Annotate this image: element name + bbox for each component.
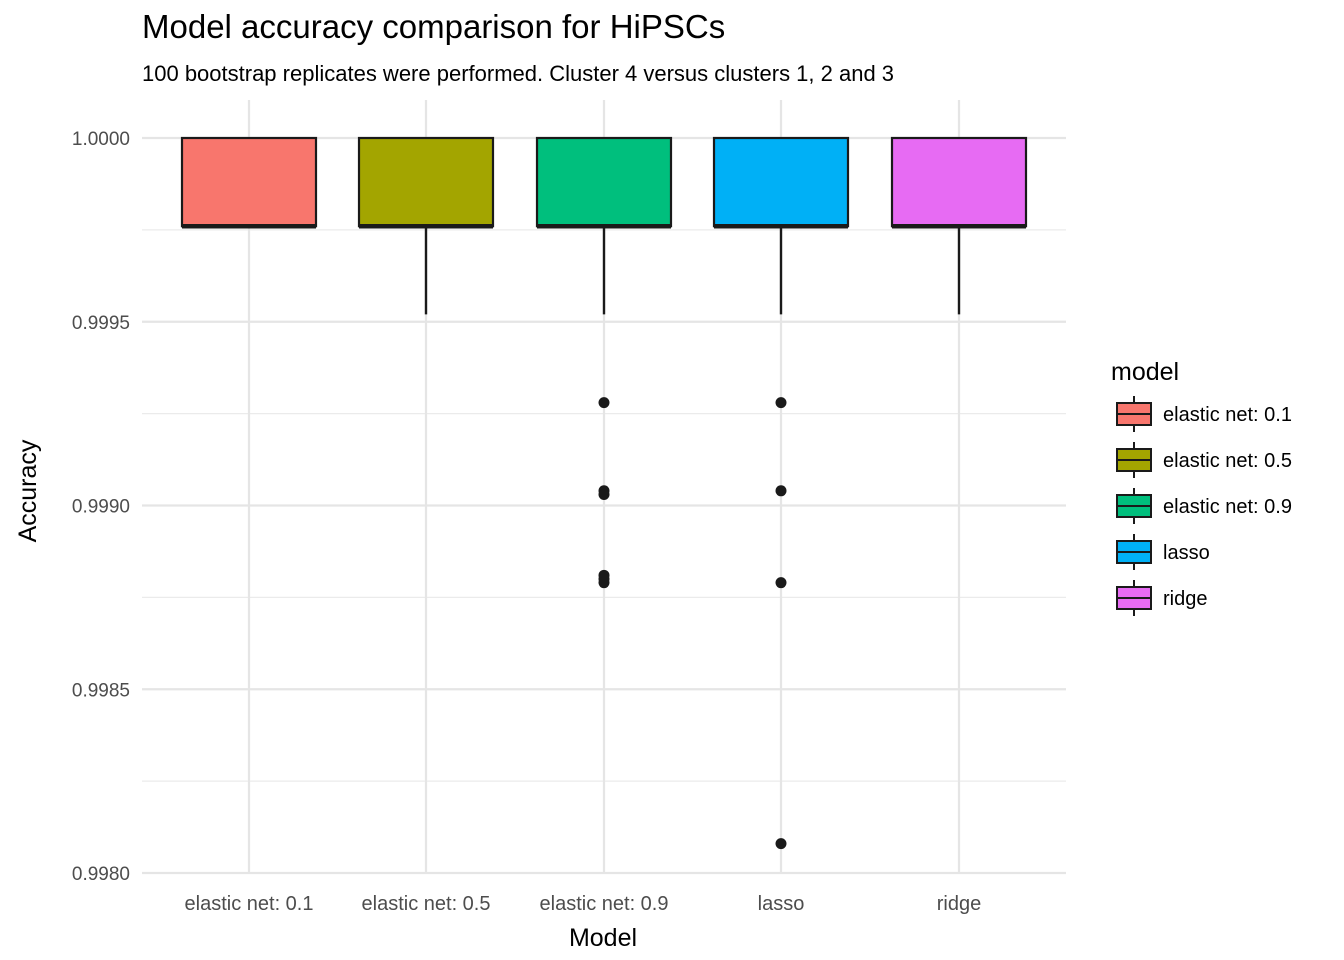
legend-key [1116,534,1152,570]
box-group [357,136,495,315]
x-tick-label: ridge [937,893,981,915]
legend-label: ridge [1163,588,1207,610]
outlier-point [775,577,787,589]
legend-title: model [1111,358,1179,386]
box-body [712,136,850,228]
legend-label: lasso [1163,542,1210,564]
outlier-point [598,397,610,409]
outlier-point [598,488,610,500]
chart-title: Model accuracy comparison for HiPSCs [142,8,726,45]
box-body [357,136,495,228]
legend-key [1116,396,1152,432]
y-tick-label: 0.9990 [72,497,130,518]
y-axis-title: Accuracy [14,439,42,542]
box-body [180,136,318,228]
outlier-point [598,577,610,589]
box-group [535,136,673,589]
box-body [535,136,673,228]
legend: model elastic net: 0.1 elastic net: 0.5 el… [1111,358,1292,616]
box-group [890,136,1028,315]
outlier-point [775,485,787,497]
legend-key [1116,442,1152,478]
y-tick-label: 0.9985 [72,680,130,701]
y-tick-label: 0.9980 [72,864,130,885]
legend-label: elastic net: 0.9 [1163,496,1292,518]
box-group [712,136,850,850]
outlier-point [775,838,787,850]
y-tick-label: 0.9995 [72,313,130,334]
x-tick-label: elastic net: 0.1 [185,893,314,915]
x-tick-labels: elastic net: 0.1 elastic net: 0.5 elastic … [185,893,982,915]
x-tick-label: elastic net: 0.5 [362,893,491,915]
x-tick-label: elastic net: 0.9 [540,893,669,915]
x-axis-title: Model [569,924,637,952]
legend-label: elastic net: 0.1 [1163,404,1292,426]
y-tick-labels: 1.0000 0.9995 0.9990 0.9985 0.9980 [72,129,130,885]
y-tick-label: 1.0000 [72,129,130,150]
boxes [180,136,1028,850]
outlier-point [775,397,787,409]
chart-subtitle: 100 bootstrap replicates were performed.… [142,61,895,86]
legend-key [1116,488,1152,524]
x-tick-label: lasso [758,893,805,915]
box-group [180,136,318,229]
legend-label: elastic net: 0.5 [1163,450,1292,472]
box-body [890,136,1028,228]
legend-key [1116,580,1152,616]
